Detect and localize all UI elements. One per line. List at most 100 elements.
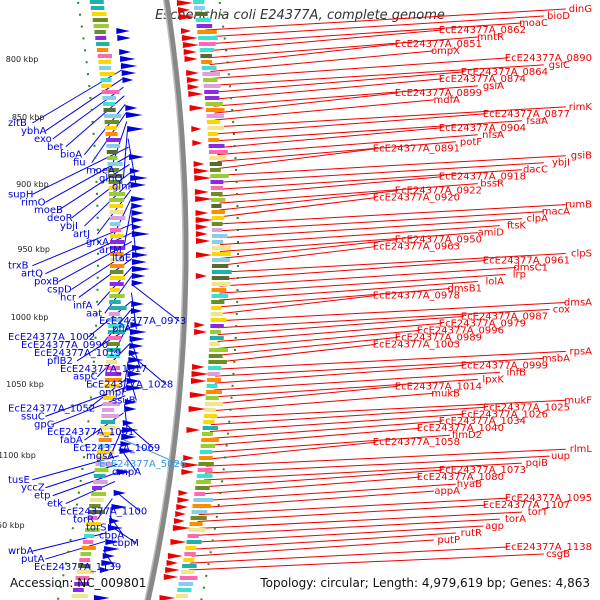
right-gene-label[interactable]: dmsA [564, 297, 592, 308]
right-gene-label[interactable]: EcE24377A_1073 [439, 465, 526, 476]
right-gene-label[interactable]: mdfA [434, 95, 461, 106]
right-gene-label[interactable]: EcE24377A_0891 [373, 144, 460, 155]
right-gene-label[interactable]: fsaA [526, 116, 548, 127]
left-gene-label[interactable]: EcE24377A_0973 [99, 316, 186, 327]
right-gene-label[interactable]: clpS [571, 249, 592, 260]
left-gene-label[interactable]: poxB [34, 277, 59, 288]
left-gene-label[interactable]: EcE24377A_1061 [47, 427, 134, 438]
left-gene-label[interactable]: rimO [21, 197, 46, 208]
right-gene-label[interactable]: EcE24377A_1026 [461, 409, 548, 420]
left-gene-label[interactable]: ybhA [21, 126, 47, 137]
right-gene-label[interactable]: EcE24377A_1138 [505, 542, 592, 553]
left-gene-label[interactable]: moeA [86, 166, 115, 177]
left-gene-label[interactable]: ssuB [112, 396, 136, 407]
right-gene-label[interactable]: dmsB1 [447, 283, 482, 294]
left-gene-label[interactable]: etp [34, 491, 50, 502]
left-gene-label[interactable]: torS [86, 522, 107, 533]
left-gene-label[interactable]: wrbA [8, 546, 34, 557]
left-gene-label[interactable]: EcE24377A_1019 [34, 348, 121, 359]
left-gene-label[interactable]: EcE24377A_1017 [60, 364, 147, 375]
left-gene-label[interactable]: infA [73, 300, 93, 311]
left-gene-label[interactable]: zitB [8, 118, 27, 129]
right-gene-label[interactable]: EcE24377A_1034 [439, 416, 526, 427]
right-gene-label[interactable]: EcE24377A_0874 [439, 74, 526, 85]
right-gene-label[interactable]: EcE24377A_1040 [417, 423, 504, 434]
right-gene-label[interactable]: EcE24377A_0920 [373, 193, 460, 204]
right-gene-label[interactable]: nfsA [482, 130, 504, 141]
left-gene-label[interactable]: ompF [99, 388, 127, 399]
left-gene-label[interactable]: hcr [60, 292, 77, 303]
right-gene-label[interactable]: msbA [542, 353, 570, 364]
left-gene-label[interactable]: putA [21, 554, 45, 565]
left-gene-label[interactable]: ltaE [112, 253, 131, 264]
right-gene-label[interactable]: EcE24377A_0989 [395, 332, 482, 343]
right-gene-label[interactable]: dinG [569, 4, 592, 15]
right-gene-label[interactable]: uup [551, 451, 570, 462]
right-gene-label[interactable]: lolA [485, 277, 504, 288]
left-gene-label[interactable]: artM [99, 245, 122, 256]
right-gene-label[interactable]: rumB [565, 200, 592, 211]
right-gene-label[interactable]: EcE24377A_0950 [395, 235, 482, 246]
right-gene-label[interactable]: clpA [527, 214, 549, 225]
right-gene-label[interactable]: torA [505, 514, 526, 525]
left-gene-label[interactable]: EcE24377A_1139 [34, 562, 121, 573]
right-gene-label[interactable]: lrp [513, 270, 526, 281]
left-gene-label[interactable]: cspD [47, 285, 72, 296]
right-gene-label[interactable]: EcE24377A_1107 [483, 500, 570, 511]
right-gene-label[interactable]: ompX [431, 46, 460, 57]
right-gene-label[interactable]: fimD2 [452, 430, 482, 441]
right-gene-label[interactable]: EcE24377A_0987 [461, 311, 548, 322]
right-gene-label[interactable]: mukF [564, 395, 592, 406]
left-gene-label[interactable]: fabA [60, 435, 83, 446]
right-gene-label[interactable]: EcE24377A_0963 [373, 242, 460, 253]
right-gene-label[interactable]: amiD [478, 228, 505, 239]
left-gene-label[interactable]: torR [73, 514, 94, 525]
right-gene-label[interactable]: hyaB [457, 479, 482, 490]
left-gene-label[interactable]: fiu [73, 158, 86, 169]
left-gene-label[interactable]: bioA [60, 150, 82, 161]
right-gene-label[interactable]: gsiC [549, 60, 570, 71]
right-gene-label[interactable]: EcE24377A_1025 [483, 402, 570, 413]
right-gene-label[interactable]: EcE24377A_0877 [483, 109, 570, 120]
left-gene-label[interactable]: artJ [73, 229, 90, 240]
left-gene-label[interactable]: artQ [21, 269, 43, 280]
right-gene-label[interactable]: torT [528, 507, 549, 518]
left-gene-label[interactable]: ompA [112, 467, 141, 478]
right-gene-label[interactable]: appA [434, 486, 460, 497]
left-gene-label[interactable]: EcE24377A_1052 [8, 403, 95, 414]
left-gene-label[interactable]: bet [47, 142, 64, 153]
left-gene-label[interactable]: pflB2 [47, 356, 73, 367]
left-gene-label[interactable]: mgsA [86, 451, 114, 462]
left-gene-label[interactable]: EcE24377A_0990 [21, 340, 108, 351]
left-gene-label[interactable]: pflA [112, 324, 132, 335]
right-gene-label[interactable]: dmsC1 [513, 263, 548, 274]
right-gene-label[interactable]: ybjI [552, 158, 570, 169]
right-gene-label[interactable]: EcE24377A_1080 [417, 472, 504, 483]
right-gene-label[interactable]: gsiA [483, 81, 504, 92]
right-gene-label[interactable]: EcE24377A_0979 [439, 318, 526, 329]
left-gene-label[interactable]: tusE [8, 475, 30, 486]
right-gene-label[interactable]: pqiB [526, 458, 548, 469]
right-gene-label[interactable]: EcE24377A_0862 [439, 25, 526, 36]
right-gene-label[interactable]: agp [485, 521, 504, 532]
right-gene-label[interactable]: EcE24377A_0890 [505, 53, 592, 64]
right-gene-label[interactable]: moaC [519, 18, 548, 29]
left-gene-label[interactable]: aat [86, 308, 102, 319]
left-gene-label[interactable]: moeB [34, 205, 63, 216]
right-gene-label[interactable]: putP [437, 535, 460, 546]
left-gene-label[interactable]: cbpM [112, 538, 139, 549]
right-gene-label[interactable]: ftsK [507, 221, 526, 232]
right-gene-label[interactable]: EcE24377A_1014 [395, 381, 482, 392]
left-gene-label[interactable]: EcE24377A_1002 [8, 332, 95, 343]
left-gene-label[interactable]: trxB [8, 261, 29, 272]
left-gene-label[interactable]: ssuC [21, 411, 45, 422]
right-gene-label[interactable]: mukB [431, 388, 460, 399]
right-gene-label[interactable]: cox [553, 304, 570, 315]
right-gene-label[interactable]: EcE24377A_0864 [461, 67, 548, 78]
right-gene-label[interactable]: EcE24377A_0996 [417, 325, 504, 336]
right-gene-label[interactable]: EcE24377A_0899 [395, 88, 482, 99]
right-gene-label[interactable]: EcE24377A_0978 [373, 290, 460, 301]
left-gene-label[interactable]: grxA [86, 237, 109, 248]
left-gene-label[interactable]: etk [47, 499, 63, 510]
right-gene-label[interactable]: EcE24377A_0904 [439, 123, 526, 134]
